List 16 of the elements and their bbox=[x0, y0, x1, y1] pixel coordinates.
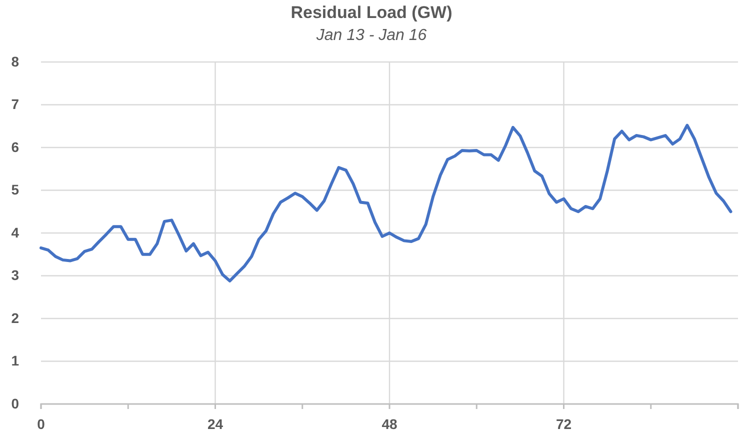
x-tick-label: 72 bbox=[556, 416, 572, 432]
y-tick-label: 2 bbox=[11, 310, 20, 326]
x-tick-label: 48 bbox=[382, 416, 398, 432]
x-tick-label: 0 bbox=[37, 416, 46, 432]
y-tick-label: 5 bbox=[11, 182, 20, 198]
y-tick-label: 1 bbox=[11, 352, 20, 369]
y-tick-label: 7 bbox=[11, 96, 20, 112]
line-series bbox=[40, 124, 732, 282]
y-tick-label: 3 bbox=[11, 267, 20, 284]
y-tick-label: 8 bbox=[11, 53, 20, 70]
y-tick-label: 4 bbox=[11, 224, 20, 240]
x-tick-label: 24 bbox=[207, 416, 224, 432]
y-tick-label: 6 bbox=[11, 138, 20, 155]
chart-subtitle: Jan 13 - Jan 16 bbox=[315, 27, 427, 44]
chart-title: Residual Load (GW) bbox=[290, 3, 452, 22]
y-tick-label: 0 bbox=[11, 395, 20, 412]
